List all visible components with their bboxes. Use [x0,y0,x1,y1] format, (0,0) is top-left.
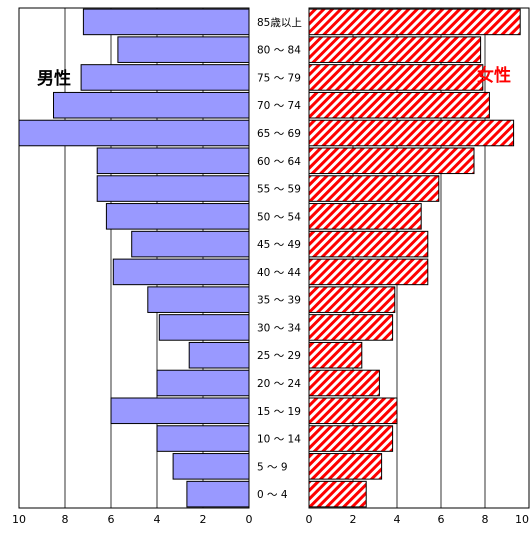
age-group-label: 80 ～ 84 [257,45,301,57]
female-x-tick-label: 8 [482,513,489,526]
male-bar [131,230,250,258]
female-x-tick-label: 2 [350,513,357,526]
female-bar [308,36,482,63]
age-group-label: 45 ～ 49 [257,239,301,251]
age-group-label: 10 ～ 14 [257,434,301,446]
female-x-tick-label: 4 [394,513,401,526]
male-bar [96,147,250,175]
male-bar [80,64,250,91]
female-bar [308,286,396,313]
female-x-tick-label: 0 [306,513,313,526]
age-group-label: 65 ～ 69 [257,128,301,140]
female-bar [308,341,363,369]
female-bar [308,397,398,425]
female-bar [308,147,475,175]
male-bar [110,397,250,425]
male-bar [156,369,250,397]
age-group-label: 55 ～ 59 [257,184,301,196]
female-bar [308,203,422,230]
female-bar [308,119,515,147]
female-x-tick-label: 10 [515,513,529,526]
female-bar [308,91,490,119]
male-x-tick-label: 8 [62,513,69,526]
male-bar [156,425,250,452]
age-group-label: 0 ～ 4 [257,489,288,501]
female-bar [308,258,429,286]
age-group-label: 20 ～ 24 [257,378,301,390]
female-bar [308,8,521,36]
age-group-labels: 0 ～ 4 5 ～ 9 10 ～ 14 15 ～ 19 20 ～ 24 25 ～ 29 30… [257,17,302,501]
male-x-tick-label: 4 [154,513,161,526]
male-x-tick-label: 6 [108,513,115,526]
male-bar [158,314,250,341]
male-x-axis-ticks: 10 8 6 4 2 0 [12,513,253,526]
age-group-label: 15 ～ 19 [257,406,301,418]
male-bar [112,258,250,286]
age-group-label: 35 ～ 39 [257,295,301,307]
age-group-label: 75 ～ 79 [257,72,301,84]
age-group-label: 50 ～ 54 [257,211,301,223]
male-bar [53,91,250,119]
male-plot-frame [18,7,250,509]
male-panel [18,7,250,509]
male-bar [82,8,250,36]
male-x-tick-label: 0 [246,513,253,526]
female-bar [308,425,394,452]
male-bar [188,341,250,369]
female-series-label: 女性 [477,65,511,86]
female-bar [308,369,380,397]
age-group-label: 30 ～ 34 [257,322,301,334]
female-panel [308,7,530,509]
male-bar [96,175,250,202]
male-bar [186,480,250,508]
male-x-tick-label: 10 [12,513,26,526]
age-group-label: 85歳以上 [257,17,302,29]
male-bar [105,203,250,230]
male-bar [18,119,250,147]
female-bar [308,314,394,341]
age-group-label: 25 ～ 29 [257,350,301,362]
male-series-label: 男性 [37,68,71,89]
female-bar [308,230,429,258]
female-bar [308,453,383,480]
age-group-label: 70 ～ 74 [257,100,301,112]
female-bar [308,64,484,91]
female-x-tick-label: 6 [438,513,445,526]
female-bar [308,175,440,202]
female-bar [308,480,367,508]
male-bar [147,286,250,313]
female-x-axis-ticks: 0 2 4 6 8 10 [306,513,530,526]
male-x-tick-label: 2 [200,513,207,526]
age-group-label: 60 ～ 64 [257,156,301,168]
male-bar [117,36,250,63]
age-group-label: 5 ～ 9 [257,461,288,473]
age-group-label: 40 ～ 44 [257,267,301,279]
female-plot-frame [308,7,530,509]
male-bar [172,453,250,480]
